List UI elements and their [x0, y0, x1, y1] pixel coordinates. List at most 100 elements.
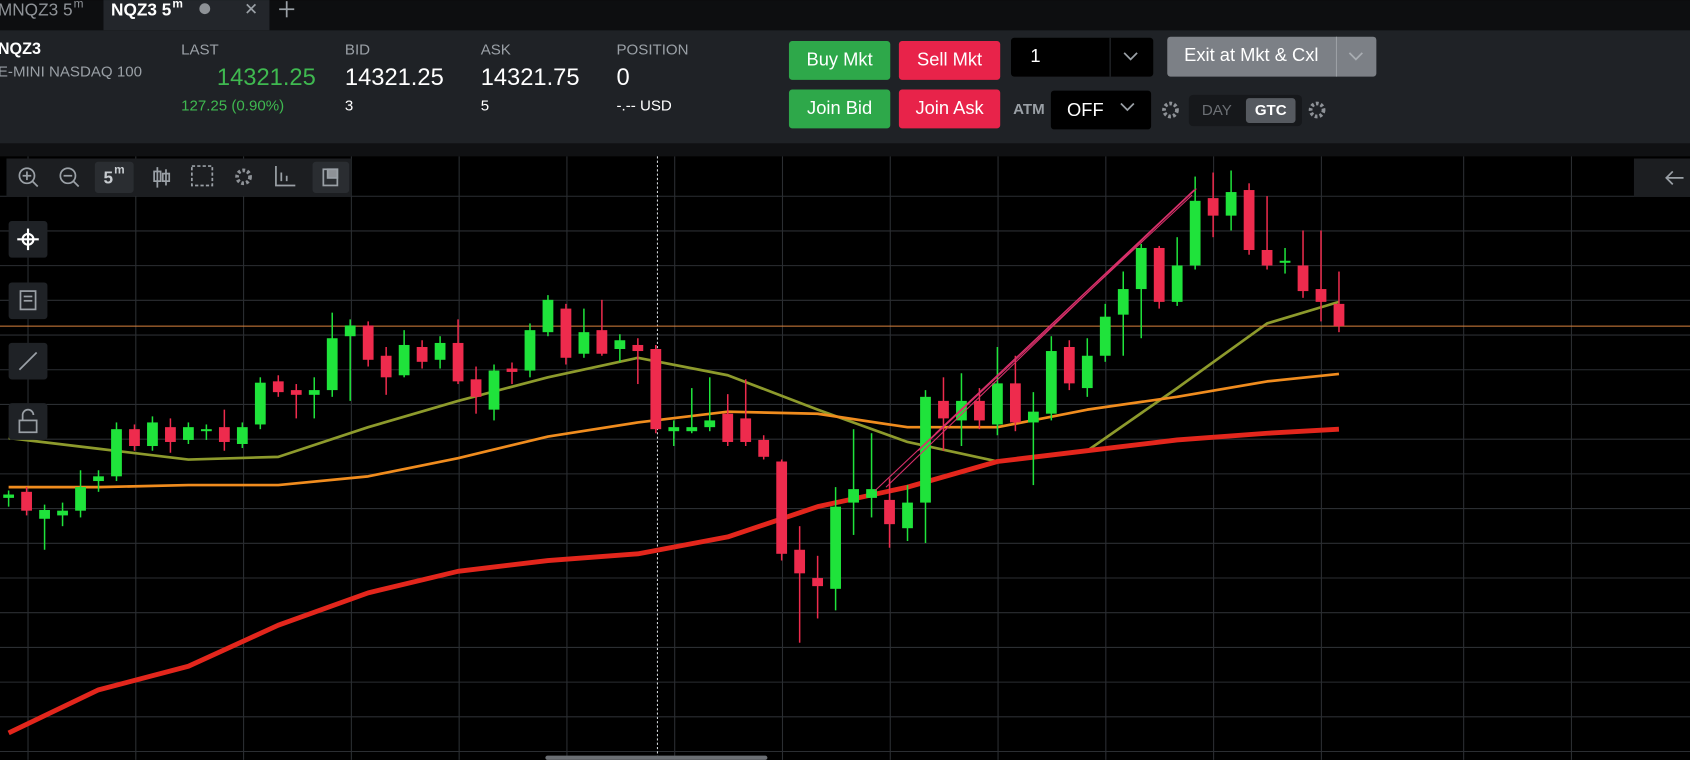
buy-market-button[interactable] [788, 41, 891, 80]
moving-average [8, 372, 1340, 489]
interval-button[interactable] [94, 161, 134, 194]
candle-body [1009, 383, 1021, 423]
side-arrow[interactable] [1665, 170, 1684, 185]
plot [0, 170, 1690, 736]
candle-body [470, 379, 482, 397]
tif-option[interactable]: DAY [1202, 102, 1232, 119]
quantity-input[interactable] [1010, 37, 1154, 77]
exit-button[interactable] [1167, 36, 1377, 77]
buy-market-label[interactable]: Buy Mkt [807, 48, 873, 69]
sell-market-label[interactable]: Sell Mkt [917, 48, 982, 69]
candle-body [632, 344, 644, 352]
join-ask-button[interactable] [898, 89, 1001, 129]
quantity-dropdown[interactable] [1123, 52, 1138, 61]
atm-select[interactable] [1050, 90, 1152, 130]
tif-selected[interactable] [1245, 98, 1296, 123]
tab-interval-unit[interactable]: m [74, 0, 84, 11]
exit-dropdown[interactable] [1348, 52, 1363, 61]
tab-dot [199, 3, 211, 15]
tif-settings[interactable] [1308, 101, 1326, 119]
chart-style[interactable] [153, 167, 171, 188]
candle-body [668, 427, 680, 432]
candle-body [290, 390, 302, 395]
indicators[interactable] [275, 166, 296, 187]
chart-settings[interactable] [235, 168, 252, 186]
position-label: POSITION [617, 42, 689, 59]
candle-body [866, 489, 877, 498]
candle-body [848, 489, 859, 503]
active-tab[interactable] [103, 0, 270, 31]
tab-label[interactable]: NQZ3 5 [111, 0, 172, 19]
ask-label: ASK [481, 42, 511, 59]
candle-body [506, 368, 518, 372]
exit-label[interactable]: Exit at Mkt & Cxl [1184, 44, 1318, 65]
candle-body [1207, 198, 1219, 216]
atm-value[interactable]: OFF [1067, 99, 1104, 120]
join-bid-label[interactable]: Join Bid [807, 97, 872, 118]
candle-body [344, 325, 356, 337]
candle-body [776, 461, 788, 554]
candle-body [740, 418, 752, 442]
candle-body [362, 325, 374, 360]
ask-size: 5 [481, 98, 489, 115]
lock-tool[interactable] [8, 403, 48, 440]
layout-icon[interactable] [322, 168, 339, 187]
candle-body [884, 499, 895, 525]
add-tab[interactable] [279, 1, 295, 18]
tab-label[interactable]: MNQZ3 5 [0, 0, 73, 19]
moving-average [8, 300, 1340, 463]
candle-body [272, 381, 284, 393]
candle-body [1027, 411, 1039, 423]
candle-body [1315, 289, 1327, 302]
zoom-in[interactable] [18, 167, 39, 188]
candle-body [722, 413, 734, 442]
candle-body [452, 342, 464, 382]
atm-label: ATM [1013, 101, 1045, 118]
candle-body [902, 502, 913, 529]
candle-body [1153, 247, 1165, 302]
sell-market-button[interactable] [898, 41, 1001, 80]
candle-body [75, 487, 86, 511]
tab-interval-unit[interactable]: m [172, 0, 183, 11]
trend-lines[interactable] [874, 188, 1197, 491]
candle-body [1297, 265, 1309, 292]
candle-body [147, 422, 158, 447]
candle-body [1045, 351, 1057, 414]
select-tool[interactable] [190, 165, 214, 187]
candle-body [1063, 346, 1075, 384]
zoom-out[interactable] [59, 167, 80, 188]
quantity-value[interactable]: 1 [1030, 45, 1040, 66]
candle-body [416, 346, 428, 362]
candle-body [3, 494, 15, 498]
interval-unit[interactable]: m [114, 162, 125, 176]
candle-body [650, 349, 662, 430]
bid-size: 3 [345, 98, 353, 115]
candle-body [1081, 355, 1093, 389]
candle-body [1279, 260, 1291, 263]
scrollbar[interactable] [545, 755, 768, 760]
chart-toolbar [6, 158, 1690, 197]
candle-body [830, 506, 841, 589]
candle-body [686, 427, 698, 432]
candle-body [218, 427, 230, 442]
close-tab[interactable] [246, 3, 257, 14]
tif-option[interactable]: GTC [1255, 102, 1287, 119]
tab-bar [0, 0, 1690, 31]
join-bid-button[interactable] [788, 89, 891, 129]
atm-dropdown[interactable] [1120, 102, 1135, 112]
symbol: NQZ3 [0, 40, 41, 58]
candle-body [165, 427, 176, 442]
bid-label: BID [345, 42, 370, 59]
interval-value[interactable]: 5 [103, 168, 113, 188]
candle-body [1333, 303, 1345, 327]
join-ask-label[interactable]: Join Ask [915, 97, 984, 118]
candle-body [39, 510, 50, 519]
candle-body [1099, 316, 1111, 356]
candle-body [974, 400, 985, 421]
grid [0, 156, 1690, 760]
candle-body [398, 344, 410, 376]
atm-settings[interactable] [1162, 101, 1179, 119]
candle-body [326, 338, 338, 391]
